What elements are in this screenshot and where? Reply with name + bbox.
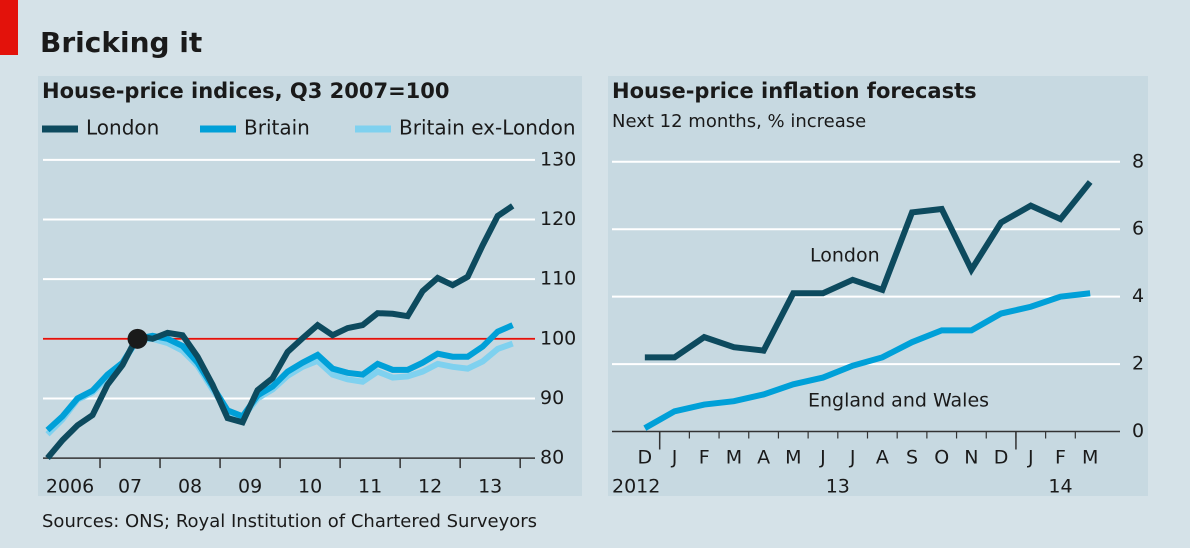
series-label: London — [810, 245, 880, 267]
x-tick-label: J — [671, 447, 678, 469]
chart-title: House-price indices, Q3 2007=100 — [42, 79, 450, 103]
year-label: 13 — [826, 476, 850, 498]
year-label: 14 — [1048, 476, 1072, 498]
year-label: 2012 — [612, 476, 660, 498]
x-tick-label: M — [785, 447, 801, 469]
chart-subtitle: Next 12 months, % increase — [612, 111, 866, 132]
x-tick-label: 08 — [178, 476, 202, 498]
legend-label: London — [86, 116, 159, 140]
x-tick-label: F — [699, 447, 710, 469]
x-tick-label: 10 — [298, 476, 322, 498]
source: Sources: ONS; Royal Institution of Chart… — [42, 511, 537, 532]
x-tick-label: M — [726, 447, 742, 469]
y-tick-label: 80 — [540, 447, 564, 469]
panel-bg — [38, 76, 582, 496]
x-tick-label: 13 — [478, 476, 502, 498]
x-tick-label: F — [1055, 447, 1066, 469]
x-tick-label: J — [1027, 447, 1034, 469]
chart-title: House-price inflation forecasts — [612, 79, 977, 103]
x-tick-label: N — [964, 447, 978, 469]
brand-bar — [0, 0, 18, 55]
y-tick-label: 4 — [1132, 285, 1144, 307]
x-tick-label: O — [934, 447, 949, 469]
legend-label: Britain ex-London — [399, 116, 576, 140]
page-title: Bricking it — [40, 26, 202, 59]
y-tick-label: 2 — [1132, 353, 1144, 375]
series-label: England and Wales — [808, 390, 989, 412]
x-tick-label: 09 — [238, 476, 262, 498]
x-tick-label: J — [849, 447, 856, 469]
series-line — [643, 290, 1091, 431]
x-tick-label: 12 — [418, 476, 442, 498]
y-tick-label: 130 — [540, 148, 576, 170]
x-tick-label: M — [1082, 447, 1098, 469]
x-tick-label: A — [876, 447, 889, 469]
y-tick-label: 90 — [540, 387, 564, 409]
y-tick-label: 120 — [540, 208, 576, 230]
legend-label: Britain — [244, 116, 310, 140]
y-tick-label: 6 — [1132, 218, 1144, 240]
x-tick-label: 07 — [118, 476, 142, 498]
x-tick-label: D — [638, 447, 653, 469]
x-tick-label: J — [819, 447, 826, 469]
x-tick-label: 2006 — [46, 476, 94, 498]
y-tick-label: 100 — [540, 327, 576, 349]
y-tick-label: 110 — [540, 268, 576, 290]
y-tick-label: 0 — [1132, 420, 1144, 442]
highlight-dot — [127, 328, 148, 349]
x-tick-label: D — [994, 447, 1009, 469]
series-line — [45, 203, 515, 461]
x-tick-label: 11 — [358, 476, 382, 498]
x-tick-label: S — [906, 447, 918, 469]
y-tick-label: 8 — [1132, 150, 1144, 172]
x-tick-label: A — [757, 447, 770, 469]
series-line — [644, 180, 1093, 361]
